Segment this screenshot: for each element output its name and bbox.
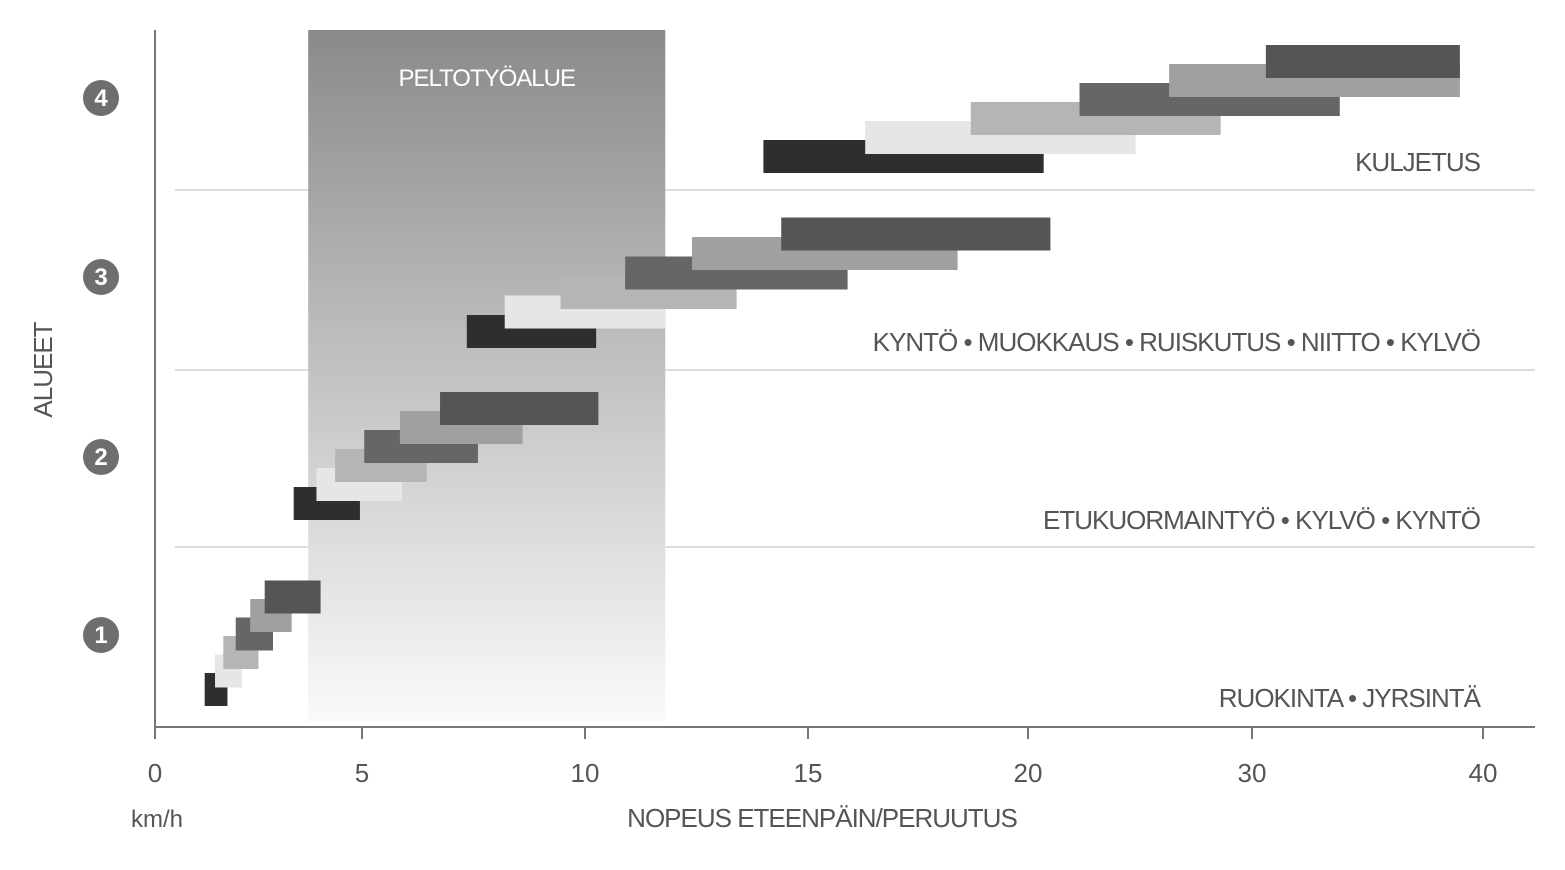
x-tick-label: 5 <box>355 758 369 788</box>
zone-activities-1: RUOKINTA • JYRSINTÄ <box>1219 683 1482 713</box>
zone-marker-label: 3 <box>94 264 107 291</box>
y-axis-label: ALUEET <box>28 321 58 417</box>
zone-marker-label: 2 <box>94 444 107 471</box>
zone-marker-2 <box>83 439 119 475</box>
zone-activities-3: KYNTÖ • MUOKKAUS • RUISKUTUS • NIITTO • … <box>873 327 1480 357</box>
x-tick-label: 30 <box>1238 758 1267 788</box>
zone-marker-label: 1 <box>94 622 107 649</box>
gear-bars <box>204 45 1460 706</box>
zone-markers: 1 2 3 4 <box>83 80 119 653</box>
field-work-zone-label: PELTOTYÖALUE <box>398 65 575 92</box>
x-tick-label: 10 <box>571 758 600 788</box>
x-tick-label: 15 <box>794 758 823 788</box>
zone-marker-1 <box>83 617 119 653</box>
zone-marker-3 <box>83 259 119 295</box>
gear-bar-zone2-gear6 <box>440 392 599 425</box>
x-axis-unit: km/h <box>131 806 183 833</box>
zone-marker-label: 4 <box>94 85 108 112</box>
x-axis-label: NOPEUS ETEENPÄIN/PERUUTUS <box>627 803 1017 833</box>
gear-bar-zone1-gear6 <box>264 580 321 614</box>
zone-marker-4 <box>83 80 119 116</box>
gear-bar-zone4-gear6 <box>1265 45 1460 78</box>
activity-labels: RUOKINTA • JYRSINTÄ ETUKUORMAINTYÖ • KYLV… <box>873 147 1483 713</box>
zone-activities-2: ETUKUORMAINTYÖ • KYLVÖ • KYNTÖ <box>1043 505 1480 535</box>
x-tick-label: 0 <box>148 758 162 788</box>
gear-bar-zone3-gear6 <box>781 217 1051 251</box>
x-tick-label: 40 <box>1469 758 1498 788</box>
x-ticks: 0 5 10 15 20 30 40 <box>148 727 1498 788</box>
zone-activities-4: KULJETUS <box>1355 147 1481 177</box>
field-work-zone <box>308 30 666 722</box>
x-tick-label: 20 <box>1014 758 1043 788</box>
